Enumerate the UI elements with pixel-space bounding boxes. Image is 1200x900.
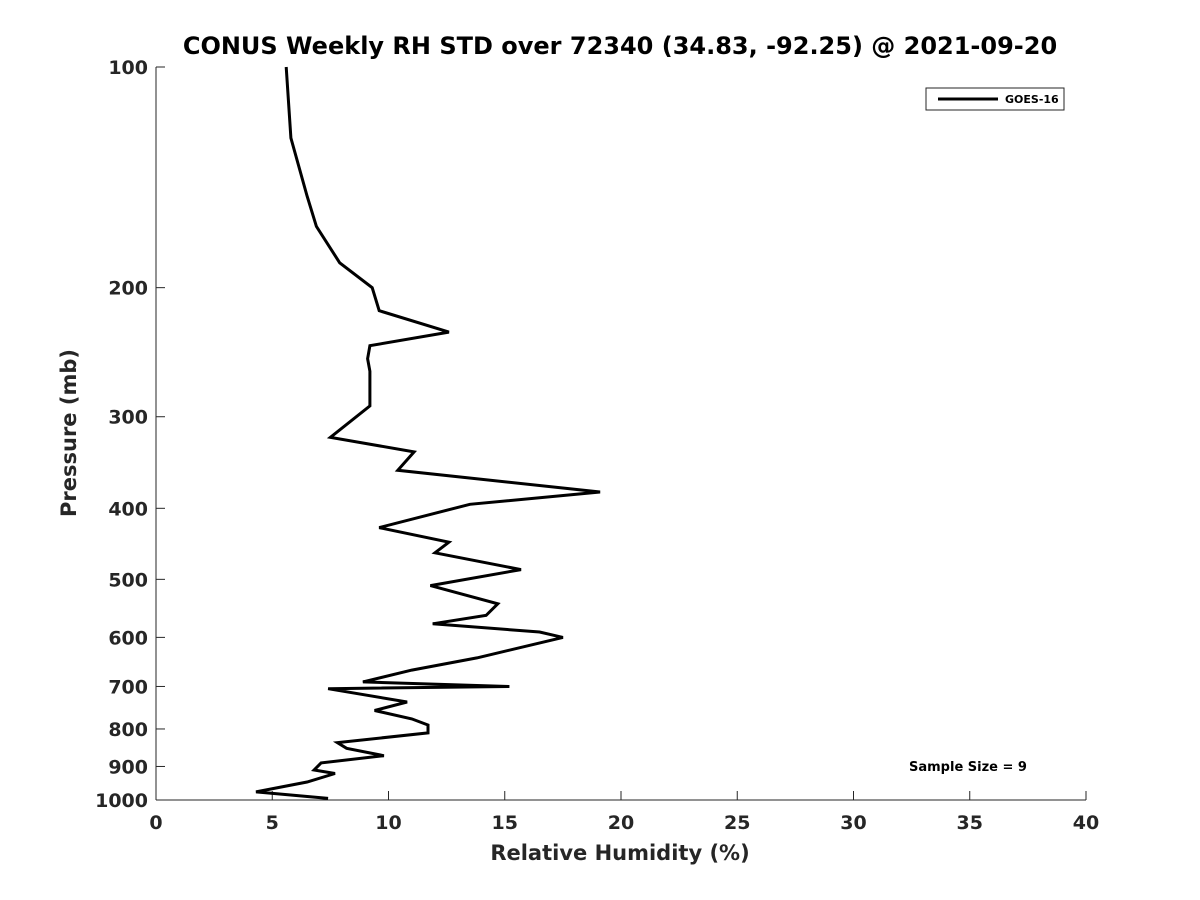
legend-label: GOES-16	[1005, 93, 1059, 106]
x-tick-label: 40	[1073, 812, 1099, 834]
y-tick-label: 1000	[95, 790, 148, 812]
y-tick-label: 600	[108, 627, 148, 649]
x-tick-label: 5	[266, 812, 279, 834]
series-line-1	[255, 66, 601, 800]
chart-title: CONUS Weekly RH STD over 72340 (34.83, -…	[183, 32, 1057, 60]
series-lines	[255, 66, 601, 800]
x-tick-label: 30	[840, 812, 866, 834]
y-tick-label: 100	[108, 57, 148, 79]
x-tick-label: 15	[492, 812, 518, 834]
y-axis-label: Pressure (mb)	[57, 349, 81, 517]
y-tick-label: 800	[108, 719, 148, 741]
x-tick-label: 0	[149, 812, 162, 834]
x-tick-label: 10	[375, 812, 401, 834]
legend: GOES-16	[925, 87, 1065, 111]
y-tick-label: 400	[108, 498, 148, 520]
axis-ticks: 0 5 10 15 20 25 30 35 40 100 200 300 400 500 600 700 800…	[95, 57, 1099, 834]
sample-size-annotation: Sample Size = 9	[909, 760, 1027, 775]
x-tick-label: 25	[724, 812, 750, 834]
x-tick-label: 20	[608, 812, 634, 834]
y-tick-label: 300	[108, 407, 148, 429]
y-tick-label: 200	[108, 278, 148, 300]
y-tick-label: 900	[108, 756, 148, 778]
y-tick-label: 700	[108, 676, 148, 698]
x-axis-label: Relative Humidity (%)	[490, 841, 749, 865]
y-tick-label: 500	[108, 569, 148, 591]
x-tick-label: 35	[957, 812, 983, 834]
